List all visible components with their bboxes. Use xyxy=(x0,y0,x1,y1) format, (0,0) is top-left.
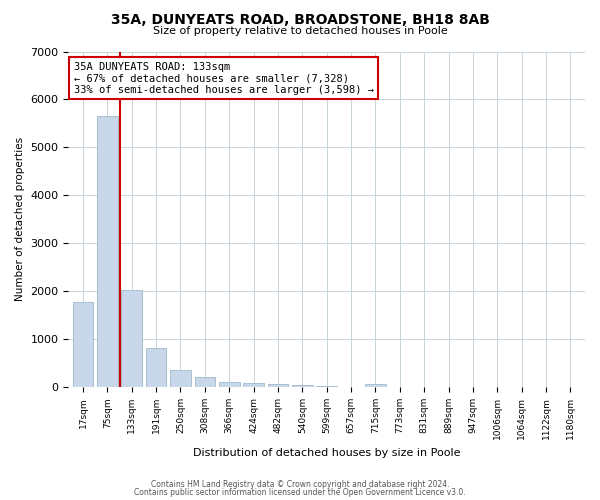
Bar xyxy=(219,382,239,388)
Bar xyxy=(170,370,191,388)
Text: Contains public sector information licensed under the Open Government Licence v3: Contains public sector information licen… xyxy=(134,488,466,497)
Text: Size of property relative to detached houses in Poole: Size of property relative to detached ho… xyxy=(152,26,448,36)
Bar xyxy=(243,383,264,388)
Bar xyxy=(292,384,313,388)
Text: 35A, DUNYEATS ROAD, BROADSTONE, BH18 8AB: 35A, DUNYEATS ROAD, BROADSTONE, BH18 8AB xyxy=(110,12,490,26)
Bar xyxy=(73,302,94,388)
Bar xyxy=(121,290,142,388)
Y-axis label: Number of detached properties: Number of detached properties xyxy=(15,138,25,302)
Bar xyxy=(316,386,337,388)
Bar xyxy=(365,384,386,388)
Bar xyxy=(97,116,118,388)
Bar xyxy=(194,377,215,388)
Bar xyxy=(268,384,289,388)
X-axis label: Distribution of detached houses by size in Poole: Distribution of detached houses by size … xyxy=(193,448,460,458)
Text: 35A DUNYEATS ROAD: 133sqm
← 67% of detached houses are smaller (7,328)
33% of se: 35A DUNYEATS ROAD: 133sqm ← 67% of detac… xyxy=(74,62,374,95)
Text: Contains HM Land Registry data © Crown copyright and database right 2024.: Contains HM Land Registry data © Crown c… xyxy=(151,480,449,489)
Bar xyxy=(146,348,166,388)
